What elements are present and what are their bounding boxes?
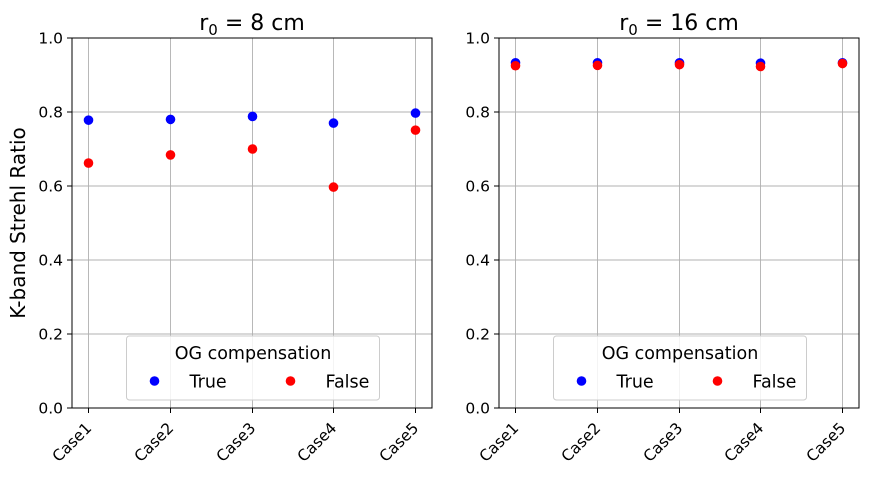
x-tick-label: Case1 xyxy=(49,419,96,466)
data-point-false xyxy=(165,150,176,160)
legend-box xyxy=(553,335,807,401)
x-tick-label: Case3 xyxy=(213,419,260,466)
data-point-false xyxy=(837,58,848,69)
x-tick-label: Case2 xyxy=(558,419,605,466)
x-tick-label: Case4 xyxy=(721,419,768,466)
data-point-true xyxy=(410,108,421,118)
y-tick-label: 0.4 xyxy=(38,252,63,270)
data-point-false xyxy=(83,158,94,168)
chart-panel-1: 0.0 0.2 0.4 0.6 0.8 1.0 Case1 Case2 Case3 Case4 Ca… xyxy=(6,11,433,466)
y-tick-label: 0.2 xyxy=(465,326,490,344)
legend: OG compensation True False xyxy=(126,335,380,401)
data-point-false xyxy=(510,60,521,71)
legend-label-false: False xyxy=(753,373,797,393)
legend-label-false: False xyxy=(326,373,370,393)
legend: OG compensation True False xyxy=(553,335,807,401)
data-point-false xyxy=(328,182,339,192)
legend-label-true: True xyxy=(616,373,654,393)
chart-panel-2: 0.0 0.2 0.4 0.6 0.8 1.0 Case1 Case2 Case3 Case4 Ca… xyxy=(465,11,860,466)
legend-title: OG compensation xyxy=(175,344,332,364)
data-point-true xyxy=(83,115,94,125)
chart-title: r0 = 16 cm xyxy=(619,11,739,39)
data-point-false xyxy=(247,144,258,154)
data-point-false xyxy=(755,61,766,72)
y-tick-label: 0.8 xyxy=(465,104,490,122)
data-point-true xyxy=(165,114,176,125)
data-point-false xyxy=(592,60,603,71)
y-tick-label: 0.6 xyxy=(465,178,490,196)
data-point-true xyxy=(247,111,258,122)
axes-frame xyxy=(498,37,860,409)
legend-marker-false xyxy=(285,376,296,386)
legend-marker-true xyxy=(576,376,587,386)
x-tick-label: Case4 xyxy=(294,419,341,466)
y-tick-label: 0.0 xyxy=(38,400,63,418)
x-tick-label: Case1 xyxy=(476,419,523,466)
y-tick-label: 0.4 xyxy=(465,252,490,270)
x-tick-label: Case2 xyxy=(131,419,178,466)
y-tick-label: 0.6 xyxy=(38,178,63,196)
legend-marker-true xyxy=(149,376,160,386)
legend-title: OG compensation xyxy=(602,344,759,364)
axes-frame xyxy=(71,37,433,409)
y-tick-label: 1.0 xyxy=(465,30,490,48)
y-tick-label: 0.2 xyxy=(38,326,63,344)
y-axis-label: K-band Strehl Ratio xyxy=(6,127,30,318)
chart-title: r0 = 8 cm xyxy=(199,11,305,39)
data-point-false xyxy=(410,125,421,135)
legend-box xyxy=(126,335,380,401)
data-point-false xyxy=(674,59,685,70)
x-tick-label: Case5 xyxy=(803,419,850,466)
data-point-true xyxy=(328,118,339,128)
x-tick-label: Case3 xyxy=(640,419,687,466)
y-tick-label: 0.8 xyxy=(38,104,63,122)
x-tick-label: Case5 xyxy=(376,419,423,466)
y-tick-label: 0.0 xyxy=(465,400,490,418)
legend-label-true: True xyxy=(189,373,227,393)
y-tick-label: 1.0 xyxy=(38,30,63,48)
legend-marker-false xyxy=(712,376,723,386)
